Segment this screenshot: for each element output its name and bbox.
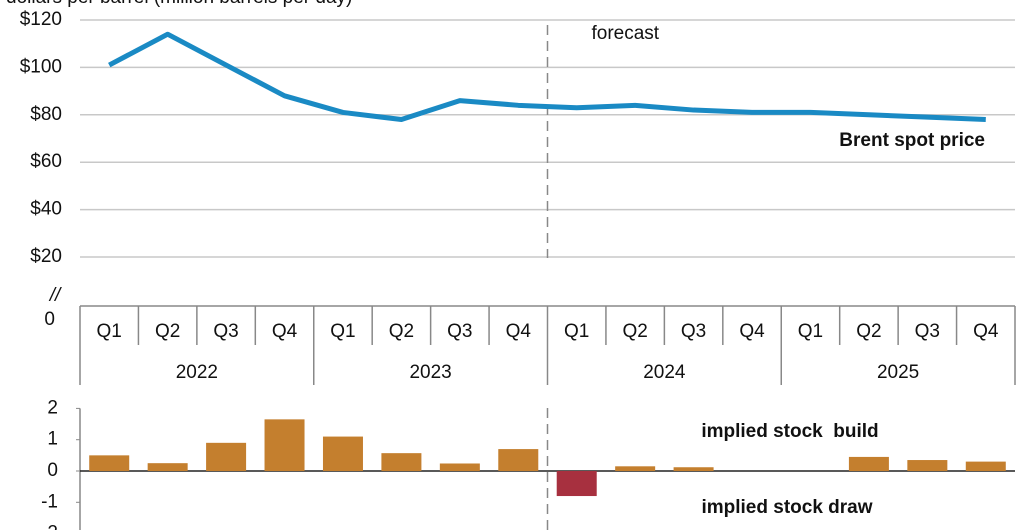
x-tick-label: Q3 [447,321,472,342]
x-group-label: 2025 [877,362,919,383]
y-tick-label: 1 [47,429,58,450]
bar [439,463,480,471]
x-tick-label: Q4 [973,321,999,342]
y-tick-label: $40 [30,199,62,220]
bar [615,466,656,471]
x-tick-label: Q2 [856,321,881,342]
x-tick-label: Q2 [155,321,180,342]
x-tick-label: Q3 [915,321,940,342]
x-tick-label: Q1 [330,321,355,342]
y-tick-label: $80 [30,104,62,125]
y-tick-label: 0 [44,309,55,330]
x-tick-label: Q1 [97,321,122,342]
x-tick-label: Q2 [389,321,414,342]
y-tick-label: -1 [41,491,58,512]
y-tick-label: -2 [41,523,58,530]
bar [264,419,305,471]
annotation: implied stock build [701,421,878,442]
bar [848,456,889,471]
y-tick-label: 0 [47,460,58,481]
axis-break: // [48,285,62,306]
x-group-label: 2022 [176,362,218,383]
bar [322,436,363,471]
x-tick-label: Q3 [213,321,238,342]
y-tick-label: $100 [20,56,62,77]
bar [147,463,188,471]
bar [206,442,247,471]
line-series [108,31,986,123]
bar [907,460,948,471]
x-tick-label: Q4 [739,321,765,342]
y-tick-label: $20 [30,246,62,267]
annotation: implied stock draw [701,497,872,518]
y-tick-label: 2 [47,397,58,418]
series-label: Brent spot price [839,130,985,151]
x-tick-label: Q1 [798,321,823,342]
bar [381,453,422,471]
bar [673,467,714,471]
x-tick-label: Q3 [681,321,706,342]
x-group-label: 2023 [409,362,451,383]
forecast-label: forecast [592,23,660,44]
x-tick-label: Q4 [272,321,298,342]
x-tick-label: Q2 [622,321,647,342]
bar [965,461,1006,471]
y-tick-label: $60 [30,151,62,172]
bar [498,449,539,471]
x-tick-label: Q4 [506,321,532,342]
bar [89,455,130,471]
bar [556,471,597,497]
y-tick-label: $120 [20,9,62,30]
x-group-label: 2024 [643,362,686,383]
x-tick-label: Q1 [564,321,589,342]
chart-title: dollars per barrel (million barrels per … [6,0,352,8]
